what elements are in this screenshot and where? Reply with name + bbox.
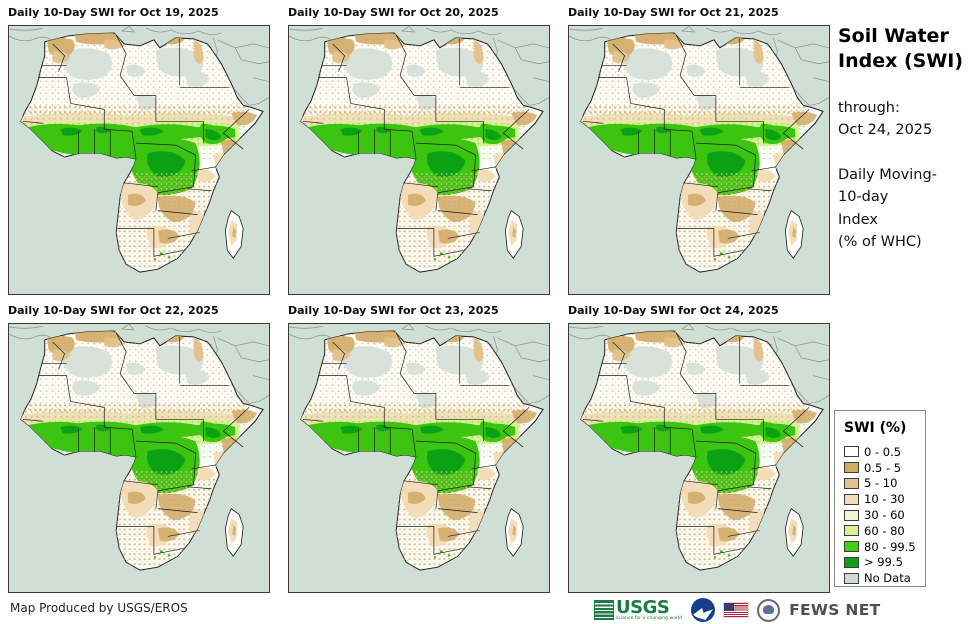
legend-item: 0 - 0.5	[844, 444, 925, 460]
fews-net-wordmark: FEWS NET	[789, 601, 881, 619]
index-desc-line2: 10-day	[838, 189, 889, 206]
legend-label: 60 - 80	[864, 523, 905, 538]
panel-title-oct19: Daily 10-Day SWI for Oct 19, 2025	[8, 6, 219, 19]
map-panel-oct21: Daily 10-Day SWI for Oct 21, 2025	[568, 3, 830, 295]
africa-swi-map	[9, 324, 269, 592]
madagascar	[504, 210, 524, 259]
government-seal-icon	[757, 598, 781, 622]
legend-item: 0.5 - 5	[844, 460, 925, 476]
map-panel-oct24: Daily 10-Day SWI for Oct 24, 2025	[568, 301, 830, 593]
footer-logos: USGS science for a changing world FEWS N…	[594, 596, 880, 624]
africa-swi-map	[289, 26, 549, 294]
swi-paint	[300, 32, 538, 269]
sidebar: Soil Water Index (SWI) through: Oct 24, …	[838, 24, 966, 254]
legend-swatch	[844, 556, 859, 568]
legend-swatch	[844, 462, 859, 474]
africa-map-oct22	[8, 323, 270, 593]
africa-map-oct24	[568, 323, 830, 593]
usgs-wordmark: USGS	[616, 596, 670, 618]
country-borders	[22, 34, 250, 257]
legend-swatch	[844, 541, 859, 553]
usgs-tagline: science for a changing world	[616, 615, 683, 621]
legend-item: 80 - 99.5	[844, 539, 925, 555]
index-description: Daily Moving- 10-day Index (% of WHC)	[838, 164, 966, 254]
legend-title: SWI (%)	[844, 420, 907, 436]
legend-label: > 99.5	[864, 555, 903, 570]
index-desc-line3: Index	[838, 211, 878, 228]
index-desc-line1: Daily Moving-	[838, 166, 937, 183]
madagascar	[504, 508, 524, 557]
legend-label: 30 - 60	[864, 508, 905, 523]
legend-label: 5 - 10	[864, 476, 898, 491]
legend-swatch	[844, 509, 859, 521]
africa-swi-map	[9, 26, 269, 294]
legend-item: No Data	[844, 570, 925, 586]
non-africa-coastlines	[9, 324, 269, 404]
map-credit: Map Produced by USGS/EROS	[10, 601, 188, 615]
africa-map-oct23	[288, 323, 550, 593]
through-block: through: Oct 24, 2025	[838, 98, 966, 142]
madagascar	[224, 210, 244, 259]
us-flag-icon	[723, 602, 750, 618]
map-panel-oct22: Daily 10-Day SWI for Oct 22, 2025	[8, 301, 270, 593]
legend-item: 10 - 30	[844, 491, 925, 507]
legend-item: 5 - 10	[844, 476, 925, 492]
swi-paint	[580, 330, 818, 567]
page-title: Soil Water Index (SWI)	[838, 24, 966, 73]
country-borders	[22, 332, 250, 555]
legend-label: 0 - 0.5	[864, 444, 902, 459]
africa-swi-map	[289, 324, 549, 592]
legend-swatch	[844, 493, 859, 505]
through-date: Oct 24, 2025	[838, 122, 933, 139]
legend-swatch	[844, 525, 859, 537]
africa-swi-map	[569, 26, 829, 294]
map-panel-oct19: Daily 10-Day SWI for Oct 19, 2025	[8, 3, 270, 295]
country-borders	[582, 34, 810, 257]
legend-item: 30 - 60	[844, 507, 925, 523]
legend-swatch	[844, 446, 859, 458]
usgs-waves-icon	[594, 599, 614, 620]
swi-paint	[300, 330, 538, 567]
panel-title-oct20: Daily 10-Day SWI for Oct 20, 2025	[288, 6, 499, 19]
africa-map-oct19	[8, 25, 270, 295]
map-panel-oct23: Daily 10-Day SWI for Oct 23, 2025	[288, 301, 550, 593]
legend-label: 10 - 30	[864, 492, 905, 507]
panel-title-oct24: Daily 10-Day SWI for Oct 24, 2025	[568, 304, 779, 317]
legend-label: 80 - 99.5	[864, 539, 916, 554]
usgs-logo: USGS science for a changing world	[594, 596, 683, 621]
country-borders	[302, 332, 530, 555]
africa-swi-map	[569, 324, 829, 592]
country-borders	[582, 332, 810, 555]
noaa-logo-icon	[691, 598, 716, 622]
panel-title-oct23: Daily 10-Day SWI for Oct 23, 2025	[288, 304, 499, 317]
page-title-line2: Index (SWI)	[838, 49, 964, 72]
madagascar	[784, 508, 804, 557]
through-label: through:	[838, 100, 900, 117]
africa-map-oct20	[288, 25, 550, 295]
madagascar	[784, 210, 804, 259]
non-africa-coastlines	[569, 26, 829, 106]
country-borders	[302, 34, 530, 257]
madagascar	[224, 508, 244, 557]
legend-label: No Data	[864, 571, 911, 586]
index-desc-line4: (% of WHC)	[838, 234, 922, 251]
legend-item: > 99.5	[844, 555, 925, 571]
legend-swatch	[844, 572, 859, 584]
panel-title-oct22: Daily 10-Day SWI for Oct 22, 2025	[8, 304, 219, 317]
legend-label: 0.5 - 5	[864, 460, 902, 475]
legend-swatch	[844, 477, 859, 489]
legend-item: 60 - 80	[844, 523, 925, 539]
panel-title-oct21: Daily 10-Day SWI for Oct 21, 2025	[568, 6, 779, 19]
map-panel-oct20: Daily 10-Day SWI for Oct 20, 2025	[288, 3, 550, 295]
swi-paint	[20, 32, 258, 269]
swi-paint	[580, 32, 818, 269]
africa-map-oct21	[568, 25, 830, 295]
page-title-line1: Soil Water	[838, 25, 949, 47]
